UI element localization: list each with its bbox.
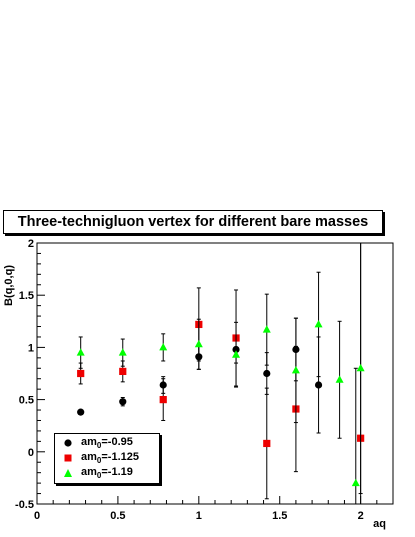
chart-title: Three-technigluon vertex for different b…: [3, 210, 383, 234]
axis-ticks: [36, 242, 394, 505]
x-tick-label: 1: [196, 510, 202, 522]
data-point: [159, 343, 168, 351]
y-tick-label: 1.5: [19, 290, 34, 302]
data-point: [194, 339, 203, 348]
data-point: [118, 348, 127, 356]
data-point: [119, 367, 127, 376]
y-tick-label: 2: [28, 238, 34, 250]
legend-entry-2: am0=-1.125: [55, 451, 139, 465]
data-point: [77, 369, 85, 378]
x-tick-label: 2: [358, 510, 364, 522]
data-point: [262, 325, 271, 333]
y-tick-label: -0.5: [15, 499, 34, 511]
legend: am0=-0.95 am0=-1.125 am0=-1.19: [54, 433, 160, 484]
x-tick-label: 0: [34, 510, 40, 522]
data-point: [314, 320, 323, 328]
y-tick-label: 1: [28, 342, 34, 354]
tick-labels: 0 0.5 1 1.5 2-0.500.511.52: [15, 238, 364, 522]
data-point: [232, 350, 241, 358]
legend-entry-1: am0=-0.95: [55, 436, 133, 450]
chart-title-text: Three-technigluon vertex for different b…: [17, 214, 369, 230]
data-point: [351, 478, 360, 487]
y-tick-label: 0.5: [19, 395, 34, 407]
series-layer: [76, 242, 365, 505]
data-point: [119, 398, 127, 406]
triangle-marker-icon: [55, 468, 81, 478]
legend-entry-3: am0=-1.19: [55, 466, 133, 480]
legend-label: am0=-1.19: [81, 465, 133, 481]
data-point: [77, 408, 85, 416]
data-point: [356, 363, 365, 372]
legend-label: am0=-1.125: [81, 450, 139, 466]
x-axis-label: aq: [373, 518, 386, 530]
series-3: [76, 242, 365, 505]
data-point: [263, 369, 271, 378]
x-tick-label: 1.5: [272, 510, 287, 522]
y-axis-label: B(q,0,q): [3, 265, 15, 306]
data-point: [335, 375, 344, 383]
data-point: [291, 365, 300, 374]
x-tick-label: 0.5: [110, 510, 125, 522]
legend-label: am0=-0.95: [81, 435, 133, 451]
data-point: [263, 439, 271, 448]
circle-marker-icon: [55, 438, 81, 448]
series-1: [77, 317, 323, 434]
data-point: [76, 348, 85, 356]
data-point: [314, 381, 323, 389]
y-tick-label: 0: [28, 447, 34, 459]
data-point: [159, 396, 167, 404]
square-marker-icon: [55, 453, 81, 463]
